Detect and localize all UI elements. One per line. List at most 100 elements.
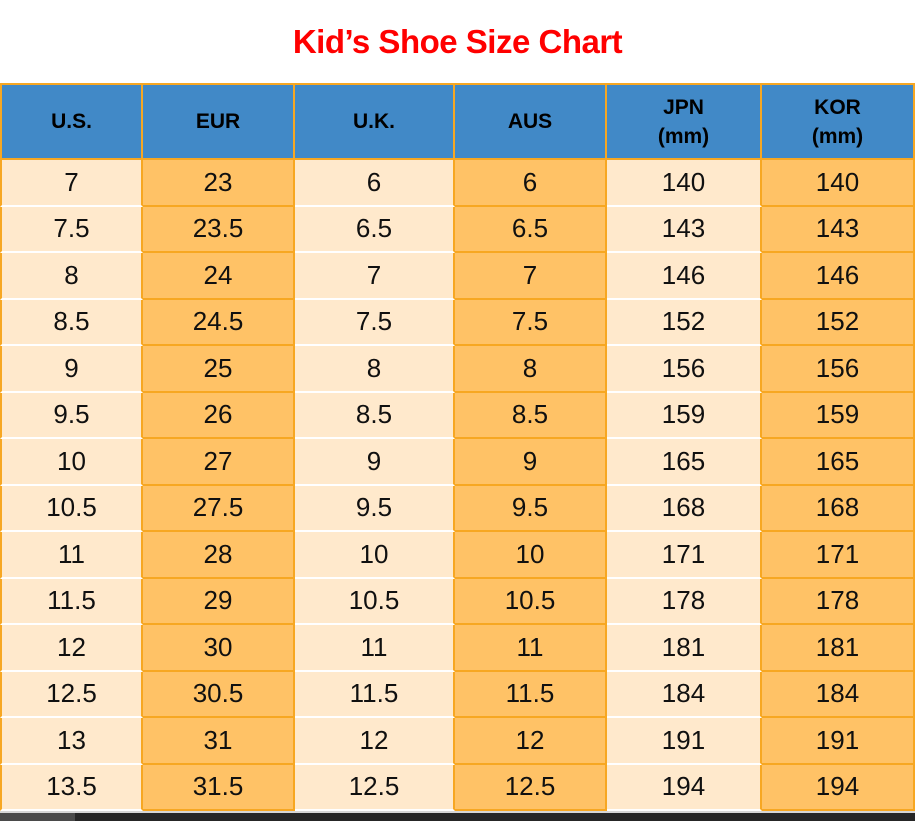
cell-kor-mm: 181 <box>762 625 915 672</box>
column-header-sub: (mm) <box>657 124 710 148</box>
cell-aus: 8 <box>455 346 607 393</box>
cell-uk: 8 <box>295 346 455 393</box>
column-header-us: U.S. <box>0 83 143 160</box>
cell-kor-mm: 156 <box>762 346 915 393</box>
cell-eur: 29 <box>143 578 295 625</box>
column-header-kor-mm: KOR (mm) <box>762 83 915 160</box>
cell-uk: 7.5 <box>295 299 455 346</box>
cell-uk: 11 <box>295 625 455 672</box>
cell-aus: 11 <box>455 625 607 672</box>
cell-uk: 12 <box>295 718 455 765</box>
cell-jpn-mm: 191 <box>607 718 762 765</box>
cell-uk: 9.5 <box>295 485 455 532</box>
cell-jpn-mm: 181 <box>607 625 762 672</box>
cell-eur: 23.5 <box>143 206 295 253</box>
table-row: 9.5 26 8.5 8.5 159 159 <box>0 392 915 439</box>
cell-kor-mm: 178 <box>762 578 915 625</box>
column-header-uk: U.K. <box>295 83 455 160</box>
cell-us: 7.5 <box>0 206 143 253</box>
cell-us: 10 <box>0 439 143 486</box>
table-row: 11 28 10 10 171 171 <box>0 532 915 579</box>
column-header-label: AUS <box>507 110 553 133</box>
cell-jpn-mm: 165 <box>607 439 762 486</box>
cell-uk: 10.5 <box>295 578 455 625</box>
cell-us: 12 <box>0 625 143 672</box>
column-header-aus: AUS <box>455 83 607 160</box>
cell-eur: 27 <box>143 439 295 486</box>
cell-jpn-mm: 152 <box>607 299 762 346</box>
title-area: Kid’s Shoe Size Chart <box>0 0 915 83</box>
cell-eur: 28 <box>143 532 295 579</box>
table-row: 13 31 12 12 191 191 <box>0 718 915 765</box>
cell-us: 9 <box>0 346 143 393</box>
column-header-label: KOR <box>814 95 861 119</box>
column-header-sub: (mm) <box>811 124 864 148</box>
cell-jpn-mm: 156 <box>607 346 762 393</box>
table-row: 12.5 30.5 11.5 11.5 184 184 <box>0 671 915 718</box>
cell-eur: 23 <box>143 160 295 207</box>
cell-uk: 9 <box>295 439 455 486</box>
cell-eur: 24 <box>143 253 295 300</box>
cell-kor-mm: 159 <box>762 392 915 439</box>
table-row: 12 30 11 11 181 181 <box>0 625 915 672</box>
cell-eur: 25 <box>143 346 295 393</box>
cell-aus: 6.5 <box>455 206 607 253</box>
cell-kor-mm: 184 <box>762 671 915 718</box>
cell-aus: 8.5 <box>455 392 607 439</box>
table-row: 7.5 23.5 6.5 6.5 143 143 <box>0 206 915 253</box>
cell-aus: 9 <box>455 439 607 486</box>
header-row: U.S. EUR U.K. AUS JPN (mm) KOR (mm) <box>0 83 915 160</box>
cell-jpn-mm: 184 <box>607 671 762 718</box>
cell-kor-mm: 194 <box>762 764 915 811</box>
shoe-size-table: U.S. EUR U.K. AUS JPN (mm) KOR (mm) 7 <box>0 83 915 811</box>
cell-aus: 7.5 <box>455 299 607 346</box>
column-header-label: EUR <box>195 110 241 133</box>
table-row: 8 24 7 7 146 146 <box>0 253 915 300</box>
cell-aus: 7 <box>455 253 607 300</box>
column-header-label: U.K. <box>353 110 395 133</box>
cell-jpn-mm: 178 <box>607 578 762 625</box>
column-header-jpn-mm: JPN (mm) <box>607 83 762 160</box>
bottom-bar-left-segment <box>0 813 75 821</box>
table-row: 7 23 6 6 140 140 <box>0 160 915 207</box>
cell-jpn-mm: 140 <box>607 160 762 207</box>
cell-us: 8.5 <box>0 299 143 346</box>
cell-eur: 27.5 <box>143 485 295 532</box>
cell-us: 7 <box>0 160 143 207</box>
cell-kor-mm: 165 <box>762 439 915 486</box>
cell-us: 12.5 <box>0 671 143 718</box>
cell-kor-mm: 143 <box>762 206 915 253</box>
cell-jpn-mm: 194 <box>607 764 762 811</box>
cell-uk: 6.5 <box>295 206 455 253</box>
cell-kor-mm: 146 <box>762 253 915 300</box>
cell-jpn-mm: 168 <box>607 485 762 532</box>
cell-uk: 10 <box>295 532 455 579</box>
cell-kor-mm: 191 <box>762 718 915 765</box>
page-title: Kid’s Shoe Size Chart <box>292 22 623 60</box>
cell-aus: 9.5 <box>455 485 607 532</box>
column-header-label: JPN <box>663 95 704 119</box>
table-body: 7 23 6 6 140 140 7.5 23.5 6.5 6.5 143 143 8 24 7 7 146 14… <box>0 160 915 811</box>
column-header-eur: EUR <box>143 83 295 160</box>
cell-aus: 10.5 <box>455 578 607 625</box>
cell-aus: 10 <box>455 532 607 579</box>
cell-us: 8 <box>0 253 143 300</box>
cell-kor-mm: 152 <box>762 299 915 346</box>
cell-aus: 12.5 <box>455 764 607 811</box>
column-header-label: U.S. <box>51 110 92 133</box>
cell-aus: 12 <box>455 718 607 765</box>
bottom-bar <box>0 811 915 821</box>
table-row: 8.5 24.5 7.5 7.5 152 152 <box>0 299 915 346</box>
cell-eur: 24.5 <box>143 299 295 346</box>
cell-us: 13 <box>0 718 143 765</box>
cell-eur: 30 <box>143 625 295 672</box>
cell-aus: 11.5 <box>455 671 607 718</box>
table-row: 13.5 31.5 12.5 12.5 194 194 <box>0 764 915 811</box>
cell-eur: 30.5 <box>143 671 295 718</box>
cell-jpn-mm: 159 <box>607 392 762 439</box>
cell-kor-mm: 168 <box>762 485 915 532</box>
cell-uk: 8.5 <box>295 392 455 439</box>
cell-uk: 7 <box>295 253 455 300</box>
cell-eur: 31.5 <box>143 764 295 811</box>
